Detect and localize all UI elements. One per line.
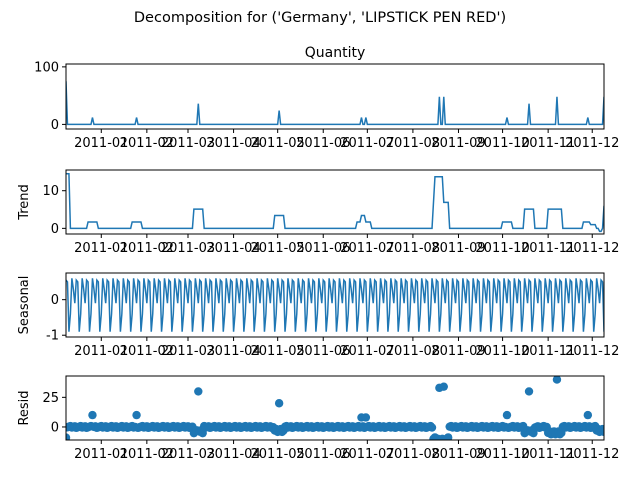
x-tick-label: 2011-02 (120, 344, 174, 359)
series-line-quantity (66, 81, 604, 126)
resid-point (88, 410, 97, 420)
x-tick-label: 2011-07 (340, 344, 394, 359)
panel-seasonal: -102011-012011-022011-032011-042011-0520… (17, 272, 619, 359)
x-tick-label: 2011-05 (251, 241, 305, 256)
y-tick-label: 10 (42, 184, 59, 199)
resid-point (502, 410, 512, 420)
y-tick-label: 100 (34, 60, 59, 75)
resid-point (583, 410, 593, 420)
x-tick-label: 2011-01 (74, 136, 128, 151)
axes-frame-trend (65, 169, 605, 235)
x-tick-label: 2011-09 (431, 136, 485, 151)
axes-frame-seasonal (65, 272, 605, 338)
x-tick-label: 2011-09 (431, 344, 485, 359)
y-tick-label: 0 (51, 420, 59, 435)
figure-title: Decomposition for ('Germany', 'LIPSTICK … (134, 10, 506, 26)
x-tick-label: 2011-11 (521, 241, 575, 256)
x-tick-label: 2011-02 (120, 136, 174, 151)
panel-resid: 0252011-012011-022011-032011-042011-0520… (17, 375, 619, 462)
x-tick-label: 2011-04 (206, 344, 260, 359)
x-tick-label: 2011-06 (296, 241, 350, 256)
y-tick-label: 0 (51, 222, 59, 237)
plot-area-observed (66, 81, 604, 126)
x-tick-label: 2011-02 (120, 241, 174, 256)
axes-frame-observed (65, 63, 605, 130)
x-tick-label: 2011-02 (120, 447, 174, 462)
x-tick-label: 2011-12 (565, 447, 619, 462)
y-tick-label: -1 (46, 329, 59, 344)
x-tick-label: 2011-04 (206, 136, 260, 151)
y-axis-label-trend: Trend (17, 184, 32, 221)
resid-point (439, 382, 448, 391)
x-tick-label: 2011-06 (296, 447, 350, 462)
y-tick-label: 25 (42, 391, 59, 406)
resid-point (552, 376, 562, 384)
panel-observed: 01002011-012011-022011-032011-042011-052… (34, 45, 619, 151)
x-tick-label: 2011-01 (74, 344, 128, 359)
x-tick-label: 2011-09 (431, 447, 485, 462)
x-tick-label: 2011-03 (161, 241, 215, 256)
x-tick-label: 2011-01 (74, 241, 128, 256)
resid-point (66, 433, 71, 440)
x-tick-label: 2011-04 (206, 241, 260, 256)
series-line-trend (66, 173, 604, 233)
y-tick-label: 0 (51, 118, 59, 133)
resid-point (427, 423, 437, 432)
x-tick-label: 2011-06 (296, 136, 350, 151)
plot-area-resid (66, 376, 604, 440)
x-tick-label: 2011-10 (475, 344, 529, 359)
x-tick-label: 2011-11 (521, 344, 575, 359)
resid-point (132, 410, 141, 420)
x-tick-label: 2011-10 (475, 136, 529, 151)
x-tick-label: 2011-12 (565, 241, 619, 256)
axes-frame-resid (65, 375, 605, 441)
x-tick-label: 2011-09 (431, 241, 485, 256)
panel-trend: 0102011-012011-022011-032011-042011-0520… (17, 169, 619, 256)
panels-container: 01002011-012011-022011-032011-042011-052… (17, 45, 619, 462)
y-tick-label: 0 (51, 293, 59, 308)
x-tick-label: 2011-12 (565, 344, 619, 359)
x-tick-label: 2011-06 (296, 344, 350, 359)
resid-point (524, 387, 534, 396)
resid-point (274, 399, 284, 408)
x-tick-label: 2011-10 (475, 447, 529, 462)
x-tick-label: 2011-05 (251, 447, 305, 462)
resid-point (599, 427, 604, 437)
x-tick-label: 2011-08 (386, 344, 440, 359)
x-tick-label: 2011-01 (74, 447, 128, 462)
x-tick-label: 2011-08 (386, 136, 440, 151)
x-tick-label: 2011-10 (475, 241, 529, 256)
x-tick-label: 2011-03 (161, 344, 215, 359)
plot-area-seasonal (66, 278, 604, 332)
plot-area-trend (66, 173, 604, 233)
y-axis-label-resid: Resid (17, 390, 32, 425)
x-tick-label: 2011-11 (521, 136, 575, 151)
y-axis-label-seasonal: Seasonal (17, 276, 32, 335)
x-tick-label: 2011-12 (565, 136, 619, 151)
x-tick-label: 2011-05 (251, 344, 305, 359)
panel-title-observed: Quantity (305, 45, 366, 61)
x-tick-label: 2011-03 (161, 447, 215, 462)
x-tick-label: 2011-07 (340, 447, 394, 462)
series-line-seasonal (66, 278, 604, 332)
x-tick-label: 2011-03 (161, 136, 215, 151)
x-tick-label: 2011-08 (386, 241, 440, 256)
x-tick-label: 2011-04 (206, 447, 260, 462)
resid-point (194, 387, 203, 396)
x-tick-label: 2011-11 (521, 447, 575, 462)
resid-point (443, 433, 453, 440)
x-tick-label: 2011-08 (386, 447, 440, 462)
x-tick-label: 2011-07 (340, 136, 394, 151)
x-tick-label: 2011-05 (251, 136, 305, 151)
resid-point (361, 413, 371, 422)
x-tick-label: 2011-07 (340, 241, 394, 256)
